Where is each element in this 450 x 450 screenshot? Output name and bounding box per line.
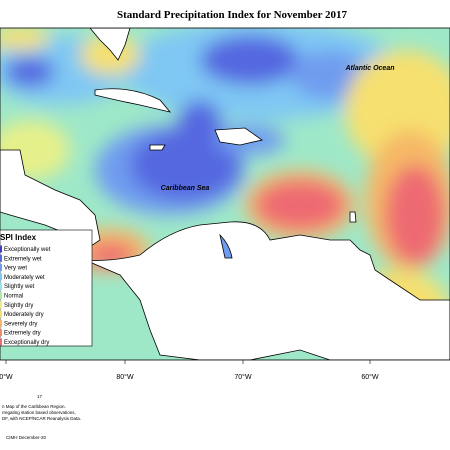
- legend-swatch: [0, 282, 2, 290]
- legend-swatch: [0, 273, 2, 281]
- legend-swatch: [0, 264, 2, 272]
- title: Standard Precipitation Index for Novembe…: [117, 9, 348, 21]
- legend-swatch: [0, 245, 2, 253]
- legend-label: Very wet: [4, 266, 27, 272]
- legend-label: Slightly dry: [4, 303, 33, 309]
- legend-box: [0, 229, 93, 347]
- longitude-label: 0°W: [0, 373, 13, 381]
- legend-swatch: [0, 292, 2, 299]
- legend-swatch: [0, 319, 2, 327]
- legend-swatch: [0, 338, 2, 346]
- legend-title: SPI Index: [0, 233, 37, 242]
- legend-label: Extremely wet: [4, 256, 42, 262]
- legend-label: Moderately dry: [4, 312, 44, 318]
- ocean-label: Atlantic Ocean: [344, 65, 394, 72]
- footer-credit: CIMH December-20: [6, 435, 47, 440]
- legend-label: Exceptionally dry: [4, 340, 49, 346]
- longitude-label: 70°W: [234, 373, 252, 381]
- longitude-label: 80°W: [116, 373, 134, 381]
- footer-line: n Map of the Caribbean Region.: [2, 404, 66, 409]
- legend-label: Slightly wet: [4, 284, 35, 290]
- sea-label: Caribbean Sea: [161, 185, 210, 192]
- footer-number: 17: [37, 394, 43, 399]
- legend-label: Normal: [4, 294, 23, 300]
- footer-line: DF, with NCEP/NCAR Reanalysis Data.: [2, 416, 81, 421]
- footer: n Map of the Caribbean Region.rregating …: [2, 404, 81, 421]
- map-frame: [0, 27, 450, 361]
- spi-map: Atlantic Ocean Caribbean Sea: [0, 28, 450, 360]
- legend-label: Moderately wet: [4, 275, 45, 281]
- legend-swatch: [0, 254, 2, 262]
- legend-swatch: [0, 301, 2, 309]
- legend-label: Extremely dry: [4, 331, 41, 337]
- footer-line: rregating station based observations,: [2, 410, 76, 415]
- legend-label: Severely dry: [4, 321, 37, 327]
- land: [0, 28, 450, 360]
- longitude-label: 60°W: [361, 373, 379, 381]
- legend: SPI Index Exceptionally wet Extremely wet…: [0, 229, 93, 347]
- longitude-labels: 0°W 80°W 70°W 60°W: [0, 360, 379, 381]
- legend-swatch: [0, 310, 2, 318]
- legend-swatch: [0, 329, 2, 337]
- legend-label: Exceptionally wet: [4, 247, 51, 253]
